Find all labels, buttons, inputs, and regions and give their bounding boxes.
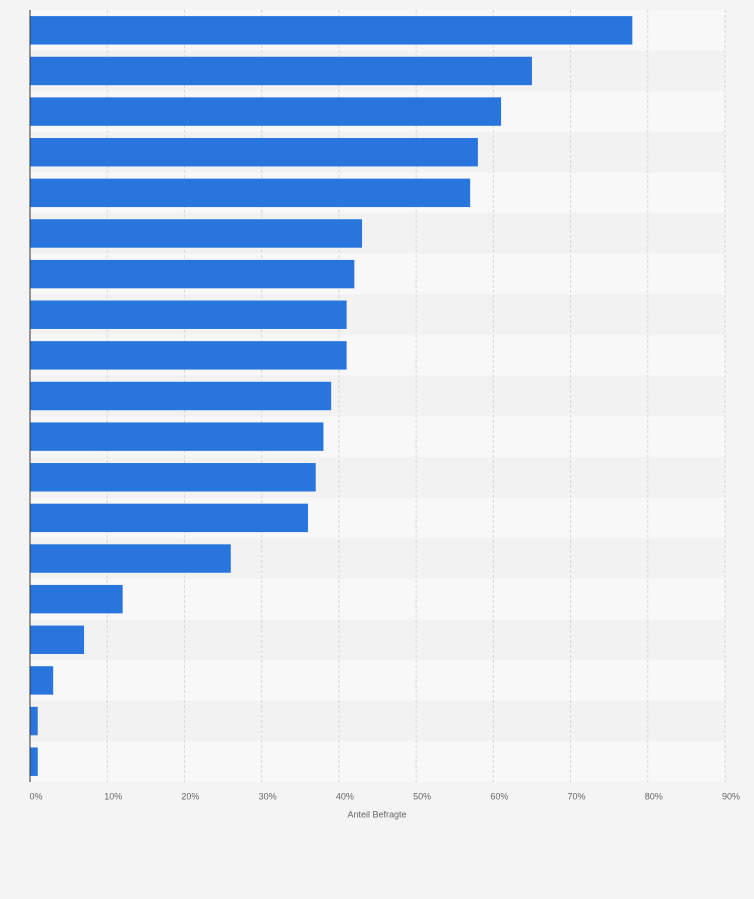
bar xyxy=(30,137,478,167)
row-band xyxy=(30,741,725,782)
bar xyxy=(30,747,38,776)
x-tick-label: 50% xyxy=(413,791,431,801)
row-band xyxy=(30,578,725,620)
x-tick-label: 80% xyxy=(645,791,663,801)
bar xyxy=(30,666,54,695)
bar xyxy=(30,584,123,614)
bar xyxy=(30,259,355,289)
row-band xyxy=(30,660,725,701)
bar xyxy=(30,422,324,451)
bar xyxy=(30,625,85,655)
bar xyxy=(30,381,332,411)
bar xyxy=(30,16,633,45)
row-band xyxy=(30,619,725,661)
bar xyxy=(30,178,471,208)
x-tick-label: 0% xyxy=(29,791,42,801)
bar xyxy=(30,544,231,573)
x-tick-label: 20% xyxy=(181,791,199,801)
x-tick-label: 70% xyxy=(568,791,586,801)
x-tick-label: 30% xyxy=(259,791,277,801)
bar xyxy=(30,463,316,492)
bar xyxy=(30,56,532,86)
bar xyxy=(30,503,308,533)
x-axis-label: Anteil Befragte xyxy=(347,809,406,819)
bar xyxy=(30,219,363,248)
row-band xyxy=(30,700,725,742)
bar xyxy=(30,97,502,126)
x-tick-label: 60% xyxy=(490,791,508,801)
x-tick-label: 40% xyxy=(336,791,354,801)
bar xyxy=(30,341,347,370)
x-tick-label: 90% xyxy=(722,791,740,801)
bar xyxy=(30,706,38,736)
bar xyxy=(30,300,347,329)
x-tick-label: 10% xyxy=(104,791,122,801)
